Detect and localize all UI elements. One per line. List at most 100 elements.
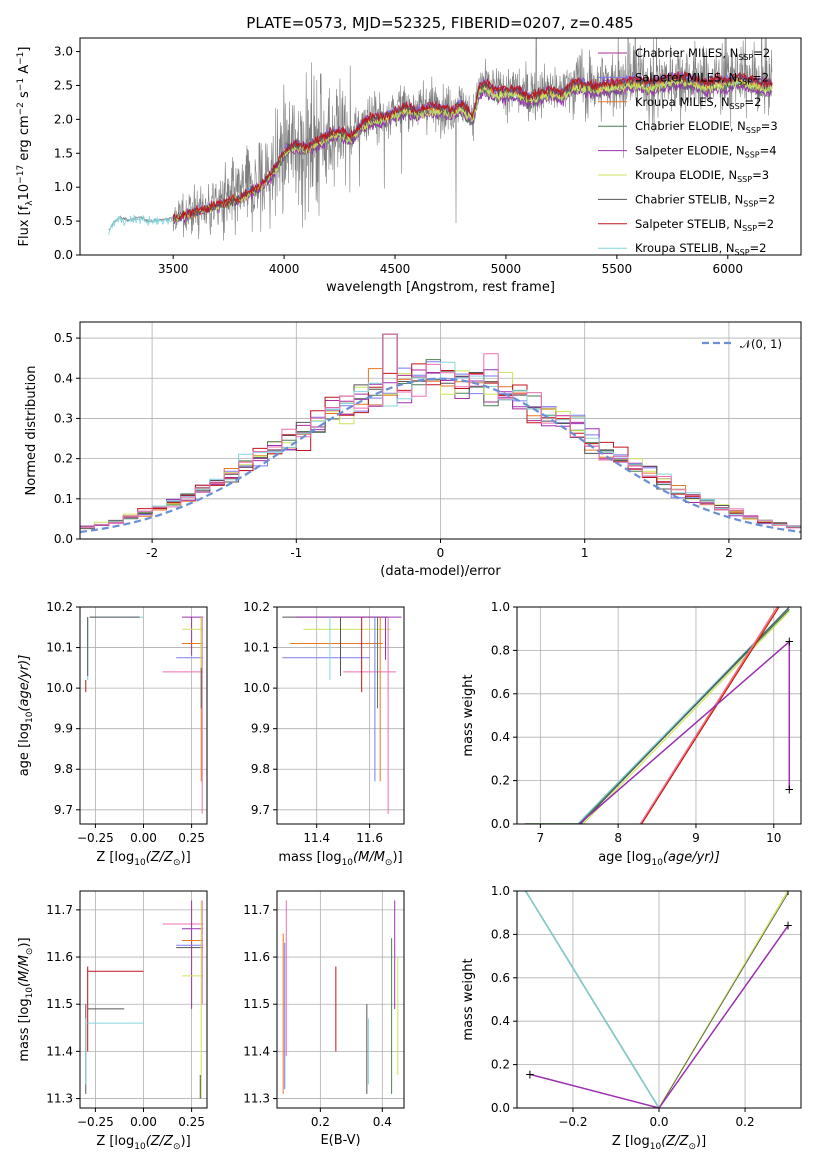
- axis-label-part: Flux [f: [17, 205, 32, 246]
- x-tick-label: 4000: [269, 262, 300, 276]
- cumulative-weight-line: [641, 607, 780, 824]
- y-axis-label: mass [log10(M/M⊙)]: [17, 937, 35, 1061]
- age-vs-mass-panel: 11.4 11.6 9.7 9.8 9.9 10.0 10.1 10.2 mass [log10…: [243, 600, 405, 868]
- data-point-marker: +: [783, 884, 793, 898]
- x-tick-label: 0.25: [178, 831, 205, 845]
- legend-text: Salpeter ELODIE, N: [635, 144, 745, 158]
- y-tick-label: 11.4: [243, 1044, 270, 1058]
- legend-entry: Kroupa STELIB, NSSP=2: [635, 241, 766, 257]
- cumulative-weight-line: [658, 892, 789, 1108]
- residual-histogram-pink: [80, 333, 801, 530]
- axis-label-part: 10: [17, 184, 32, 201]
- axis-label-part: (Z/Z: [661, 1134, 689, 1149]
- legend-subscript: SSP: [745, 151, 760, 160]
- axis-label-part: −1: [16, 78, 26, 91]
- x-axis-label: age [log10(age/yr)]: [598, 850, 720, 868]
- x-tick-label: 5000: [491, 262, 522, 276]
- axis-label-part: −1: [16, 52, 26, 65]
- axis-label-part: 10: [651, 858, 663, 868]
- legend-entry: Chabrier MILES, NSSP=2: [635, 46, 770, 62]
- legend-entry: Kroupa MILES, NSSP=2: [635, 95, 761, 111]
- legend-count: =4: [760, 144, 777, 158]
- y-tick-label: 0.6: [491, 687, 510, 701]
- legend-text: Chabrier ELODIE, N: [635, 119, 746, 133]
- spectrum-panel: 3500 4000 4500 5000 5500 6000 0.0 0.5 1.0 1.5 2.0 2…: [16, 37, 802, 295]
- y-tick-label: 0.2: [491, 1058, 510, 1072]
- y-tick-label: 9.9: [54, 722, 73, 736]
- axis-label-part: −17: [16, 165, 26, 184]
- x-axis-label: (data-model)/error: [380, 564, 501, 579]
- y-tick-label: 10.1: [46, 641, 73, 655]
- legend-count: =2: [753, 46, 770, 60]
- axis-label-part: 10: [25, 711, 35, 723]
- normal-distribution-curve: [80, 377, 801, 534]
- cumulative-weight-line: [525, 891, 660, 1108]
- y-tick-label: 0.2: [54, 452, 73, 466]
- axes-frame: [79, 37, 802, 256]
- axis-label-part: )]: [17, 937, 32, 947]
- x-tick-label: 8: [614, 831, 622, 845]
- grid-lines: [80, 606, 207, 824]
- axis-label-part: ⊙: [173, 858, 181, 868]
- y-tick-label: 0.0: [54, 532, 73, 546]
- y-tick-label: 11.3: [243, 1092, 270, 1106]
- y-tick-label: 11.5: [243, 997, 270, 1011]
- x-axis-label: wavelength [Angstrom, rest frame]: [326, 280, 555, 295]
- axis-label-part: 10: [134, 858, 146, 868]
- y-tick-label: 0.8: [491, 643, 510, 657]
- legend-entry: Kroupa ELODIE, NSSP=3: [635, 168, 769, 184]
- y-tick-label: 11.3: [46, 1092, 73, 1106]
- axis-label-part: 10: [25, 987, 35, 999]
- y-tick-label: 0.4: [491, 1014, 510, 1028]
- axis-label-part: mass [log: [278, 850, 341, 865]
- y-axis-label: Flux [fλ10−17 erg cm−2 s−1 A−1]: [16, 47, 35, 247]
- legend-entry: Salpeter ELODIE, NSSP=4: [635, 144, 777, 160]
- plot-area: + + +: [525, 884, 793, 1108]
- legend-text: Chabrier STELIB, N: [635, 192, 743, 206]
- y-tick-label: 10.2: [243, 600, 270, 614]
- y-tick-label: 3.0: [54, 45, 73, 59]
- y-tick-label: 0.0: [491, 817, 510, 831]
- y-tick-label: 1.0: [54, 180, 73, 194]
- y-axis-label: mass weight: [461, 958, 476, 1040]
- grid-lines: [517, 890, 801, 1109]
- axis-label-part: λ: [25, 200, 35, 206]
- axis-label-part: mass [log: [17, 998, 32, 1061]
- axis-label-part: ⊙: [688, 1142, 696, 1152]
- y-tick-label: 1.0: [491, 600, 510, 614]
- axis-label-part: Z [log: [96, 1134, 134, 1149]
- data-point-marker: +: [784, 635, 794, 649]
- y-axis-label: age [log10(age/yr)]: [17, 655, 35, 777]
- x-tick-label: 0.2: [311, 1115, 330, 1129]
- y-tick-label: 9.8: [54, 762, 73, 776]
- x-axis-label: mass [log10(M/M⊙)]: [278, 850, 402, 868]
- mass-weight-vs-metallicity-panel: + + + −0.2 0.0 0.2 0.0 0.2 0.4 0.6 0.8 1.0 Z [log10(…: [461, 884, 802, 1152]
- age-vs-metallicity-panel: −0.25 0.00 0.25 9.7 9.8 9.9 10.0 10.1 10.2 Z [log…: [17, 600, 208, 868]
- y-tick-label: 0.6: [491, 971, 510, 985]
- axes-frame: [516, 606, 802, 825]
- axis-label-part: (M/M: [17, 955, 32, 987]
- y-tick-label: 11.7: [243, 903, 270, 917]
- y-tick-label: 9.9: [251, 722, 270, 736]
- axis-label-part: (Z/Z: [146, 1134, 174, 1149]
- x-tick-label: −0.2: [558, 1115, 587, 1129]
- mass-vs-ebv-panel: 0.2 0.4 11.3 11.4 11.5 11.6 11.7 E(B-V): [243, 890, 405, 1148]
- x-tick-label: 2: [725, 546, 733, 560]
- y-tick-label: 2.0: [54, 112, 73, 126]
- x-tick-label: 7: [537, 831, 545, 845]
- grid-lines: [277, 891, 404, 1108]
- plot-area: [85, 900, 204, 1099]
- x-tick-label: 10: [766, 831, 781, 845]
- legend-text: Salpeter MILES, N: [635, 70, 737, 84]
- axis-label-part: )]: [392, 850, 402, 865]
- x-tick-label: 6000: [713, 262, 744, 276]
- x-axis-label: Z [log10(Z/Z⊙)]: [96, 1134, 190, 1152]
- plot-area: [108, 38, 773, 241]
- legend-count: =3: [752, 168, 769, 182]
- axis-label-part: ⊙: [25, 948, 35, 956]
- x-tick-label: 0.00: [130, 831, 157, 845]
- figure-title: PLATE=0573, MJD=52325, FIBERID=0207, z=0…: [246, 14, 633, 32]
- legend-subscript: SSP: [730, 102, 745, 111]
- axis-label-part: ]: [17, 47, 32, 52]
- x-tick-label: 0.00: [130, 1115, 157, 1129]
